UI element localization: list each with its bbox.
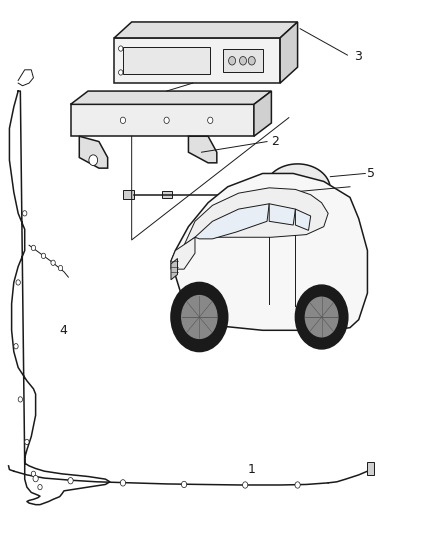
Circle shape bbox=[181, 481, 187, 488]
Circle shape bbox=[119, 46, 123, 51]
Text: 3: 3 bbox=[354, 50, 362, 63]
Circle shape bbox=[38, 484, 42, 490]
Polygon shape bbox=[269, 204, 295, 225]
Text: 5: 5 bbox=[367, 167, 374, 180]
Circle shape bbox=[31, 245, 35, 251]
Polygon shape bbox=[295, 209, 311, 230]
Circle shape bbox=[22, 211, 27, 216]
Polygon shape bbox=[71, 91, 272, 104]
Text: 2: 2 bbox=[272, 135, 279, 148]
Polygon shape bbox=[114, 38, 280, 83]
Circle shape bbox=[243, 482, 248, 488]
Polygon shape bbox=[171, 237, 195, 269]
Circle shape bbox=[51, 260, 55, 265]
Circle shape bbox=[240, 56, 247, 65]
Bar bbox=[123, 47, 210, 74]
Circle shape bbox=[164, 117, 169, 124]
Circle shape bbox=[68, 478, 73, 484]
Circle shape bbox=[33, 475, 38, 482]
Circle shape bbox=[182, 296, 217, 338]
Circle shape bbox=[120, 480, 126, 486]
Bar bbox=[290, 188, 305, 197]
Circle shape bbox=[171, 282, 228, 352]
Circle shape bbox=[120, 117, 126, 124]
Circle shape bbox=[305, 297, 338, 337]
Polygon shape bbox=[171, 259, 177, 280]
Polygon shape bbox=[195, 204, 269, 239]
Circle shape bbox=[119, 70, 123, 75]
Circle shape bbox=[18, 397, 22, 402]
Circle shape bbox=[248, 56, 255, 65]
Bar bbox=[223, 49, 263, 72]
Circle shape bbox=[295, 285, 348, 349]
Polygon shape bbox=[265, 164, 330, 189]
Polygon shape bbox=[280, 22, 297, 83]
Polygon shape bbox=[254, 91, 272, 136]
Polygon shape bbox=[171, 173, 367, 330]
Polygon shape bbox=[79, 136, 108, 168]
Circle shape bbox=[41, 253, 46, 259]
Circle shape bbox=[208, 117, 213, 124]
Circle shape bbox=[14, 344, 18, 349]
Circle shape bbox=[295, 482, 300, 488]
Circle shape bbox=[16, 280, 20, 285]
Circle shape bbox=[89, 155, 98, 165]
Bar bbox=[367, 462, 374, 475]
Polygon shape bbox=[184, 188, 328, 245]
Polygon shape bbox=[71, 104, 254, 136]
Text: 4: 4 bbox=[60, 324, 67, 337]
Bar bbox=[162, 191, 172, 198]
Circle shape bbox=[229, 56, 236, 65]
Circle shape bbox=[58, 265, 63, 271]
Circle shape bbox=[25, 439, 29, 445]
Text: 1: 1 bbox=[247, 464, 255, 477]
Bar bbox=[123, 190, 134, 199]
Polygon shape bbox=[188, 136, 217, 163]
Circle shape bbox=[31, 471, 35, 477]
Polygon shape bbox=[114, 22, 297, 38]
